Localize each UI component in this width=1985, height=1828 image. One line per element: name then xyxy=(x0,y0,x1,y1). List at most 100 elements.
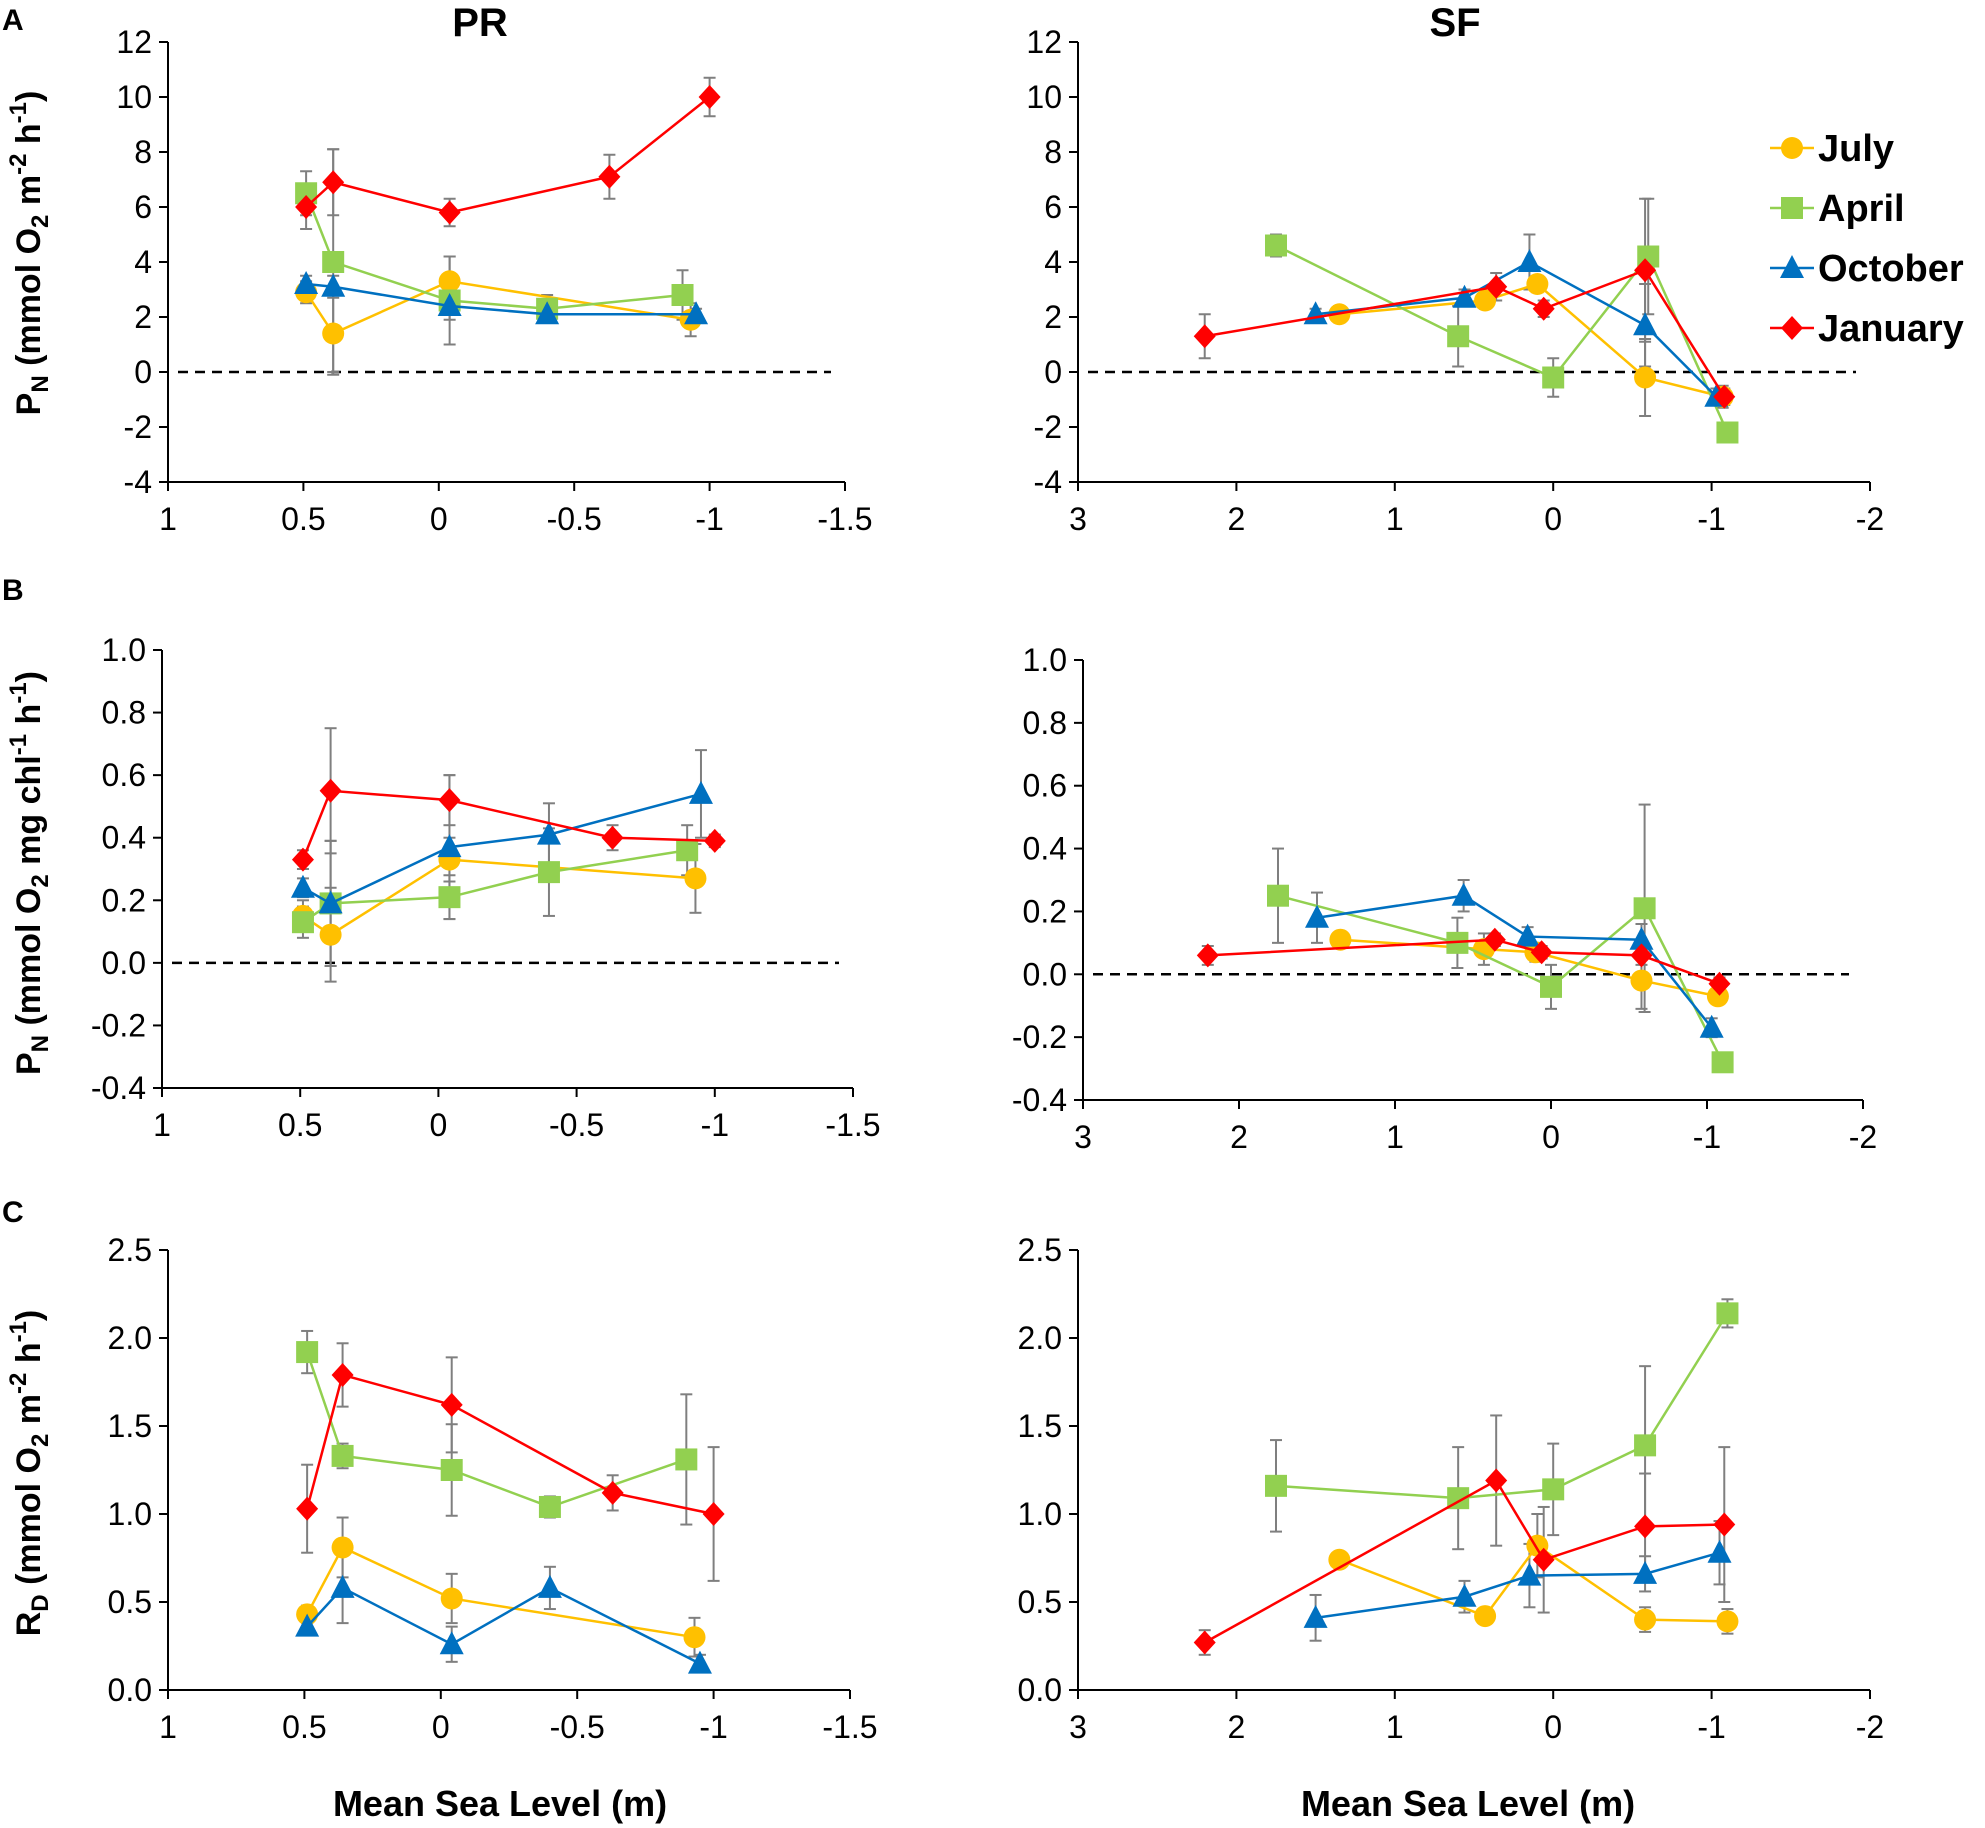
y-tick-label: 0.8 xyxy=(1023,705,1067,741)
data-point-october xyxy=(1303,1604,1328,1628)
legend-label-july: July xyxy=(1818,128,1894,170)
data-point-july xyxy=(440,1587,463,1610)
data-point-october xyxy=(295,1613,320,1637)
x-tick-label: -1 xyxy=(699,1709,727,1745)
data-point-january xyxy=(1193,324,1216,349)
x-tick-label: -1 xyxy=(695,501,723,537)
data-point-july xyxy=(331,1536,354,1559)
legend-label-october: October xyxy=(1818,248,1964,290)
data-point-october xyxy=(290,874,315,898)
y-tick-label: 6 xyxy=(134,189,152,225)
x-axis-label-pr: Mean Sea Level (m) xyxy=(333,1783,667,1824)
y-tick-label: 2.0 xyxy=(1018,1320,1062,1356)
y-tick-label: 0.4 xyxy=(1023,831,1067,867)
series-line-april xyxy=(1277,894,1724,1063)
plot-a-pr: -4 -2 0 2 4 6 8 10 12 1 0.5 0 -0.5 -1 -1.5 xyxy=(116,24,872,537)
panel-label-b: B xyxy=(2,574,24,607)
data-point-october xyxy=(1451,882,1476,906)
y-tick-label: 0.6 xyxy=(1023,768,1067,804)
legend-marker-october xyxy=(1780,255,1804,278)
data-point-january xyxy=(295,195,318,219)
y-tick-label: -0.2 xyxy=(91,1007,146,1043)
y-axis-label-a: PN (mmol O2 m-2 h-1) xyxy=(5,91,54,416)
y-tick-label: 4 xyxy=(134,244,152,280)
y-tick-label: -0.2 xyxy=(1012,1019,1067,1055)
y-tick-label: 0.0 xyxy=(1018,1672,1062,1708)
y-tick-label: 12 xyxy=(116,24,152,60)
data-point-october xyxy=(1517,249,1542,272)
x-tick-label: 3 xyxy=(1069,501,1087,537)
data-point-april xyxy=(1633,897,1656,920)
data-point-april xyxy=(1711,1051,1734,1074)
data-point-january xyxy=(296,1496,319,1521)
data-point-april xyxy=(1716,421,1739,444)
y-tick-label: 4 xyxy=(1044,244,1062,280)
legend-marker-january xyxy=(1781,316,1803,340)
series-line-january xyxy=(301,789,715,861)
data-point-january xyxy=(438,788,461,813)
x-tick-label: -1 xyxy=(701,1107,729,1143)
data-point-april xyxy=(1265,1474,1287,1497)
panel-label-a: A xyxy=(2,4,24,37)
x-tick-label: 0 xyxy=(1544,1709,1562,1745)
y-tick-label: 2.0 xyxy=(108,1320,152,1356)
y-tick-label: 1.0 xyxy=(108,1496,152,1532)
data-point-july xyxy=(1329,928,1352,951)
data-point-january xyxy=(1485,1468,1508,1493)
x-tick-label: 0.5 xyxy=(281,501,325,537)
data-point-january xyxy=(1634,258,1657,283)
data-point-april xyxy=(322,251,345,273)
data-point-july xyxy=(322,322,345,345)
y-tick-label: 1.0 xyxy=(102,632,146,668)
x-tick-label: 3 xyxy=(1074,1119,1092,1155)
x-tick-label: 1 xyxy=(1386,501,1404,537)
data-point-january xyxy=(698,85,721,109)
data-point-january xyxy=(331,1362,354,1387)
x-tick-label: 0 xyxy=(430,501,448,537)
x-tick-label: 0 xyxy=(430,1107,448,1143)
data-point-april xyxy=(537,861,560,884)
legend-marker-april xyxy=(1781,197,1803,219)
data-point-october xyxy=(688,780,713,804)
data-point-january xyxy=(598,164,621,189)
x-tick-label: 1 xyxy=(159,501,177,537)
data-point-january xyxy=(703,828,726,853)
data-point-july xyxy=(319,923,342,946)
x-tick-label: 1 xyxy=(159,1709,177,1745)
x-tick-label: 2 xyxy=(1228,501,1246,537)
data-point-april xyxy=(291,911,314,934)
data-point-july xyxy=(438,270,461,293)
panel-label-c: C xyxy=(2,1196,24,1229)
y-tick-label: 0 xyxy=(1044,354,1062,390)
plot-c-pr: 0.0 0.5 1.0 1.5 2.0 2.5 1 0.5 0 -0.5 -1 -1.5 xyxy=(108,1232,878,1745)
x-tick-label: -0.5 xyxy=(549,1107,604,1143)
data-point-october xyxy=(1452,284,1477,308)
data-point-january xyxy=(322,170,345,195)
data-point-october xyxy=(1629,926,1654,950)
y-tick-label: 8 xyxy=(134,134,152,170)
data-point-july xyxy=(1474,1605,1497,1628)
data-point-july xyxy=(1716,1610,1739,1633)
data-point-july xyxy=(1526,273,1549,295)
data-point-october xyxy=(1633,312,1658,336)
y-tick-label: 1.0 xyxy=(1023,642,1067,678)
data-point-january xyxy=(702,1502,725,1526)
series-line-april xyxy=(1275,1312,1729,1500)
x-tick-label: -2 xyxy=(1849,1119,1877,1155)
data-point-october xyxy=(537,1574,562,1598)
data-point-april xyxy=(438,886,461,909)
x-tick-label: 0.5 xyxy=(282,1709,326,1745)
series-line-october xyxy=(306,1586,701,1665)
data-point-april xyxy=(676,839,699,862)
data-point-october xyxy=(1707,1539,1732,1563)
data-point-october xyxy=(1633,1560,1658,1584)
data-point-october xyxy=(294,271,319,294)
y-tick-label: -2 xyxy=(1034,409,1062,445)
y-tick-label: 0.5 xyxy=(108,1584,152,1620)
y-tick-label: -0.4 xyxy=(91,1070,146,1106)
y-tick-label: 0.8 xyxy=(102,695,146,731)
data-point-january xyxy=(1630,943,1653,968)
data-point-july xyxy=(1634,1608,1657,1631)
data-point-january xyxy=(1713,1512,1736,1537)
